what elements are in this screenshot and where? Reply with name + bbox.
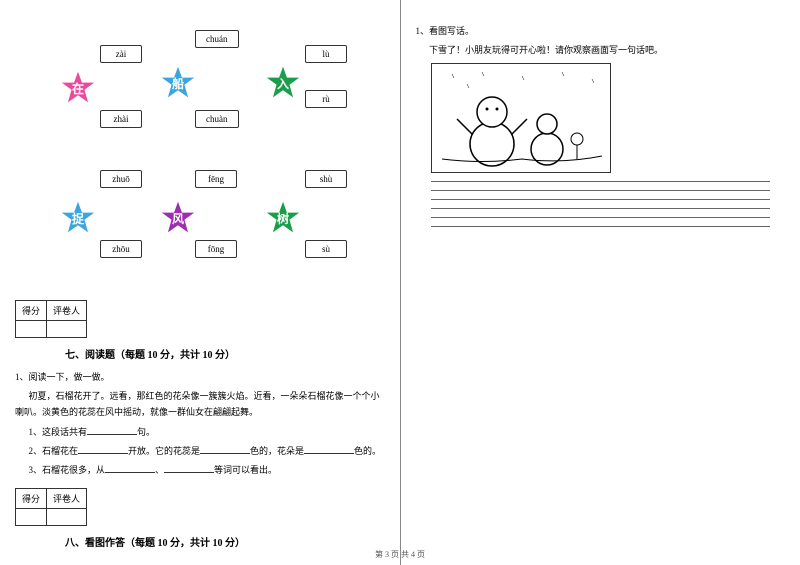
pinyin-box: chuán bbox=[195, 30, 239, 48]
writing-q1: 1、看图写话。 bbox=[416, 23, 786, 39]
writing-line[interactable] bbox=[431, 181, 771, 182]
reading-intro: 1、阅读一下，做一做。 bbox=[15, 369, 385, 385]
pinyin-box: rù bbox=[305, 90, 347, 108]
answer-blank[interactable] bbox=[78, 443, 128, 454]
page-footer: 第 3 页 共 4 页 bbox=[0, 549, 800, 560]
pinyin-box: zài bbox=[100, 45, 142, 63]
section-7-title: 七、阅读题（每题 10 分，共计 10 分） bbox=[65, 346, 385, 361]
score-col: 得分 bbox=[16, 489, 47, 509]
q3-sep: 、 bbox=[155, 465, 164, 475]
right-column: 1、看图写话。 下雪了！小朋友玩得可开心啦！请你观察画面写一句话吧。 bbox=[401, 0, 800, 565]
char-star-shu: 树 bbox=[265, 200, 301, 236]
pinyin-box: fēng bbox=[195, 170, 237, 188]
char-star-zai: 在 bbox=[60, 70, 96, 106]
score-table-7: 得分评卷人 bbox=[15, 300, 87, 338]
char-star-zhuo: 捉 bbox=[60, 200, 96, 236]
grader-col: 评卷人 bbox=[47, 489, 87, 509]
answer-blank[interactable] bbox=[87, 424, 137, 435]
star-char: 树 bbox=[277, 210, 289, 227]
answer-blank[interactable] bbox=[164, 462, 214, 473]
star-char: 入 bbox=[277, 75, 289, 92]
writing-line[interactable] bbox=[431, 190, 771, 191]
writing-line[interactable] bbox=[431, 217, 771, 218]
star-char: 在 bbox=[72, 80, 84, 97]
pinyin-box: fōng bbox=[195, 240, 237, 258]
snowman-illustration bbox=[431, 63, 611, 173]
pinyin-box: shù bbox=[305, 170, 347, 188]
section-8-title: 八、看图作答（每题 10 分，共计 10 分） bbox=[65, 534, 385, 549]
pinyin-box: lù bbox=[305, 45, 347, 63]
writing-line[interactable] bbox=[431, 208, 771, 209]
q2-text-a: 2、石榴花在 bbox=[29, 446, 79, 456]
star-char: 风 bbox=[172, 210, 184, 227]
pinyin-box: zhài bbox=[100, 110, 142, 128]
char-star-ru: 入 bbox=[265, 65, 301, 101]
q3-text-c: 等词可以看出。 bbox=[214, 465, 277, 475]
char-star-chuan: 船 bbox=[160, 65, 196, 101]
q2-text-c: 色的，花朵是 bbox=[250, 446, 304, 456]
grader-col: 评卷人 bbox=[47, 301, 87, 321]
score-table-8: 得分评卷人 bbox=[15, 488, 87, 526]
q2-text-d: 色的。 bbox=[354, 446, 381, 456]
question-1: 1、这段话共有 句。 bbox=[15, 424, 385, 440]
pinyin-box: sù bbox=[305, 240, 347, 258]
star-char: 捉 bbox=[72, 210, 84, 227]
writing-line[interactable] bbox=[431, 226, 771, 227]
answer-blank[interactable] bbox=[105, 462, 155, 473]
writing-line[interactable] bbox=[431, 199, 771, 200]
left-column: zài chuán lù zhài chuàn rù 在 船 入 zhuō fē… bbox=[0, 0, 401, 565]
pinyin-box: chuàn bbox=[195, 110, 239, 128]
answer-blank[interactable] bbox=[200, 443, 250, 454]
star-char: 船 bbox=[172, 75, 184, 92]
writing-prompt: 下雪了！小朋友玩得可开心啦！请你观察画面写一句话吧。 bbox=[416, 42, 786, 58]
question-2: 2、石榴花在 开放。它的花蕊是 色的，花朵是 色的。 bbox=[15, 443, 385, 459]
pinyin-box: zhuō bbox=[100, 170, 142, 188]
q3-text-a: 3、石榴花很多，从 bbox=[29, 465, 106, 475]
pinyin-box: zhōu bbox=[100, 240, 142, 258]
reading-passage: 初夏，石榴花开了。远看，那红色的花朵像一簇簇火焰。近看，一朵朵石榴花像一个个小喇… bbox=[15, 388, 385, 420]
question-3: 3、石榴花很多，从 、 等词可以看出。 bbox=[15, 462, 385, 478]
q2-text-b: 开放。它的花蕊是 bbox=[128, 446, 200, 456]
score-col: 得分 bbox=[16, 301, 47, 321]
q1-suffix: 句。 bbox=[137, 427, 155, 437]
answer-blank[interactable] bbox=[304, 443, 354, 454]
char-star-feng: 风 bbox=[160, 200, 196, 236]
pinyin-char-map: zài chuán lù zhài chuàn rù 在 船 入 zhuō fē… bbox=[15, 20, 385, 290]
q1-text: 1、这段话共有 bbox=[29, 427, 88, 437]
